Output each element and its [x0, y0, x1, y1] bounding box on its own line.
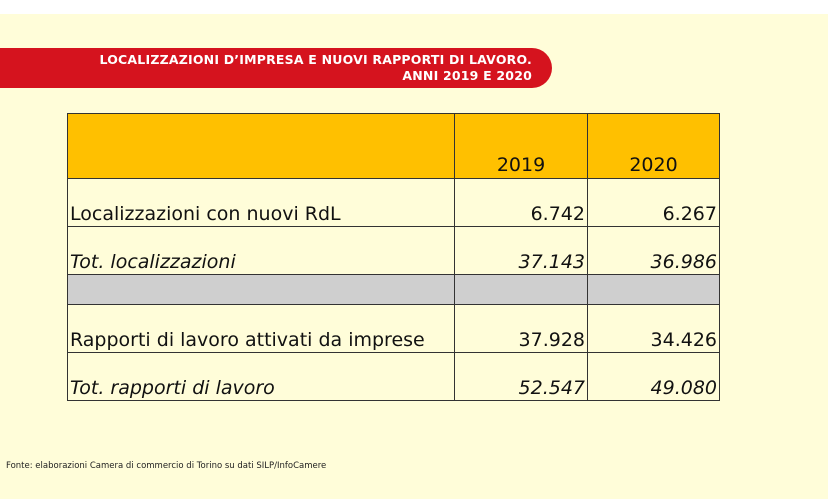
header-year-2019: 2019	[454, 113, 588, 179]
table-header-row: 2019 2020	[67, 113, 720, 179]
value-2020: 6.267	[587, 178, 720, 227]
value-2019: 37.143	[454, 226, 588, 275]
row-label: Rapporti di lavoro attivati da imprese	[67, 304, 455, 353]
header-blank-cell	[67, 113, 455, 179]
value-2020: 34.426	[587, 304, 720, 353]
title-line-2: ANNI 2019 E 2020	[402, 68, 532, 83]
separator-cell	[587, 274, 720, 305]
separator-cell	[454, 274, 588, 305]
table-row: Localizzazioni con nuovi RdL 6.742 6.267	[67, 178, 720, 227]
title-banner: LOCALIZZAZIONI D’IMPRESA E NUOVI RAPPORT…	[0, 48, 552, 88]
value-2020: 49.080	[587, 352, 720, 401]
title-line-1: LOCALIZZAZIONI D’IMPRESA E NUOVI RAPPORT…	[99, 52, 532, 67]
source-note: Fonte: elaborazioni Camera di commercio …	[6, 461, 327, 471]
table-row-total: Tot. localizzazioni 37.143 36.986	[67, 226, 720, 275]
data-table: 2019 2020 Localizzazioni con nuovi RdL 6…	[67, 113, 720, 401]
separator-row	[67, 274, 720, 305]
value-2020: 36.986	[587, 226, 720, 275]
table-row-total: Tot. rapporti di lavoro 52.547 49.080	[67, 352, 720, 401]
row-label: Tot. rapporti di lavoro	[67, 352, 455, 401]
separator-cell	[67, 274, 455, 305]
row-label: Localizzazioni con nuovi RdL	[67, 178, 455, 227]
row-label: Tot. localizzazioni	[67, 226, 455, 275]
value-2019: 6.742	[454, 178, 588, 227]
header-year-2020: 2020	[587, 113, 720, 179]
value-2019: 52.547	[454, 352, 588, 401]
value-2019: 37.928	[454, 304, 588, 353]
table-row: Rapporti di lavoro attivati da imprese 3…	[67, 304, 720, 353]
